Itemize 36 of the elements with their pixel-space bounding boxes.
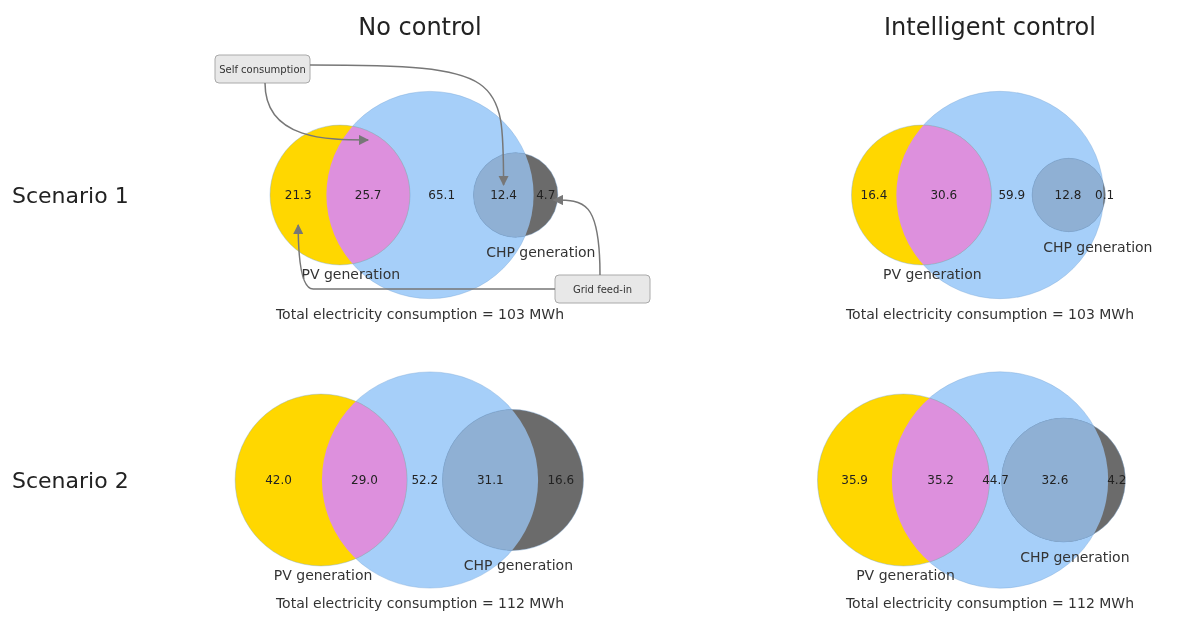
text: PV generation (301, 265, 401, 282)
data-label: 21.3 (284, 188, 312, 203)
data-label: 12.8 (1054, 188, 1082, 203)
data-label: 16.6 (547, 473, 575, 488)
data-label: 12.4 (490, 188, 517, 203)
text: Total electricity consumption = 112 MWh (274, 595, 565, 612)
data-label: 35.2 (927, 473, 955, 488)
data-label: 16.4 (860, 188, 888, 203)
text: Self consumption (219, 63, 306, 75)
data-label: 35.9 (841, 473, 868, 488)
data-label: 65.1 (428, 188, 456, 203)
text: Scenario 2 (12, 467, 129, 493)
data-label: 52.2 (411, 473, 439, 488)
data-label: 31.1 (476, 473, 504, 488)
text: CHP generation (1043, 238, 1153, 255)
data-label: 44.7 (982, 473, 1009, 488)
data-label: 4.7 (536, 188, 556, 203)
text: PV generation (273, 566, 373, 583)
text: Total electricity consumption = 103 MWh (274, 305, 565, 322)
data-label: 30.6 (930, 188, 958, 203)
text: Total electricity consumption = 103 MWh (844, 305, 1135, 322)
text: Total electricity consumption = 112 MWh (844, 595, 1135, 612)
data-label: 25.7 (354, 188, 382, 203)
text: CHP generation (463, 557, 574, 574)
data-label: 42.0 (265, 473, 292, 488)
data-label: 59.9 (998, 188, 1026, 203)
data-label: 29.0 (351, 473, 378, 488)
text: CHP generation (1020, 548, 1130, 565)
text: Intelligent control (884, 13, 1096, 41)
text: No control (358, 13, 482, 41)
text: Scenario 1 (12, 182, 129, 208)
text: Grid feed-in (572, 283, 633, 295)
text: PV generation (882, 265, 982, 282)
text: PV generation (856, 567, 955, 584)
data-label: 32.6 (1041, 473, 1069, 488)
text: CHP generation (486, 244, 596, 261)
